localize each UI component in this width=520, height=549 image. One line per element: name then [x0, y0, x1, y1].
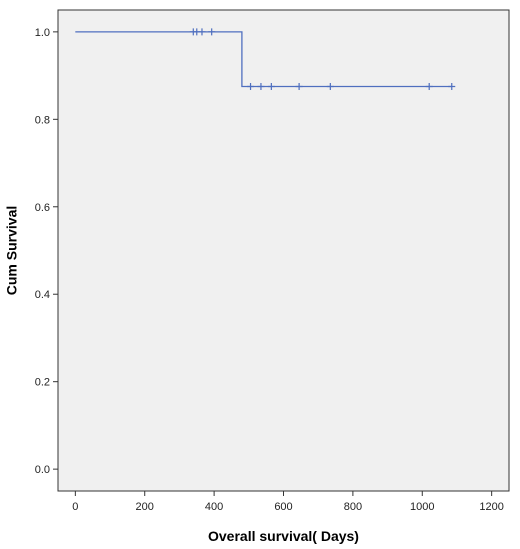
censor-mark	[208, 28, 216, 36]
y-tick-label: 0.4	[35, 289, 50, 301]
censor-mark	[448, 83, 456, 91]
x-tick-label: 1200	[479, 501, 503, 513]
censor-mark	[326, 83, 334, 91]
censor-mark	[295, 83, 303, 91]
x-tick-label: 600	[274, 501, 292, 513]
y-tick-label: 1.0	[35, 27, 50, 39]
x-tick-label: 0	[72, 501, 78, 513]
y-tick-label: 0.6	[35, 202, 50, 214]
x-tick-label: 800	[344, 501, 362, 513]
censor-mark	[257, 83, 265, 91]
censor-mark	[198, 28, 206, 36]
censor-marks	[189, 28, 456, 91]
y-tick-label: 0.0	[35, 464, 50, 476]
censor-mark	[267, 83, 275, 91]
x-tick-label: 200	[136, 501, 154, 513]
x-axis: 0 200 400 600 800 1000 1200	[72, 491, 504, 513]
x-axis-title: Overall survival( Days)	[208, 528, 359, 544]
y-tick-label: 0.8	[35, 114, 50, 126]
plot-area	[57, 9, 510, 492]
censor-mark	[247, 83, 255, 91]
y-axis-title: Cum Survival	[4, 206, 20, 295]
censor-mark	[425, 83, 433, 91]
x-tick-label: 1000	[410, 501, 434, 513]
y-axis: 0.0 0.2 0.4 0.6 0.8 1.0	[35, 27, 58, 476]
x-tick-label: 400	[205, 501, 223, 513]
survival-step-line	[75, 31, 452, 88]
y-tick-label: 0.2	[35, 377, 50, 389]
